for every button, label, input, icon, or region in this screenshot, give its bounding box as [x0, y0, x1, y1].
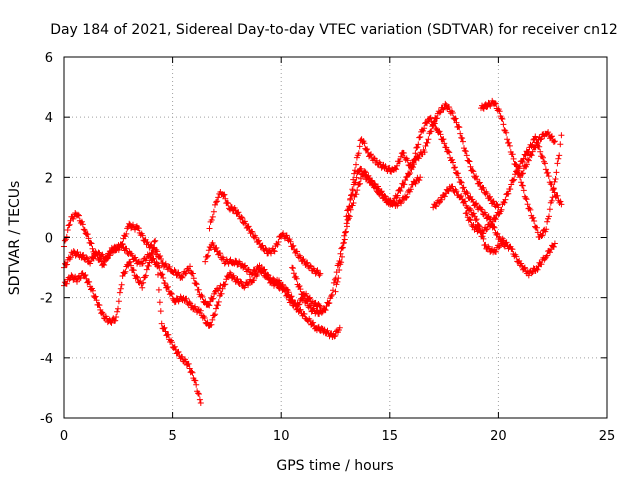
series-track-d [202, 240, 343, 340]
series-markers [202, 240, 343, 340]
series-track-g [332, 114, 508, 295]
series-track-e [206, 189, 324, 279]
series-markers [61, 237, 204, 406]
y-tick-label: 6 [45, 51, 53, 66]
series-markers [332, 114, 508, 295]
series-markers [462, 133, 565, 237]
points-layer [61, 97, 565, 406]
series-track-b [61, 237, 204, 406]
series-track-c [61, 241, 324, 329]
series-markers [517, 129, 558, 181]
chart-title: Day 184 of 2021, Sidereal Day-to-day VTE… [50, 22, 618, 38]
series-markers [430, 183, 558, 279]
ticks-layer: 0 5 10 15 20 25 -6 -4 -2 0 2 4 6 [40, 51, 615, 444]
series-track-h [343, 100, 502, 220]
y-tick-label: -4 [40, 352, 53, 367]
y-tick-label: -6 [40, 412, 53, 427]
series-track-i [430, 183, 558, 279]
x-tick-label: 20 [490, 429, 507, 444]
grid-layer [64, 57, 607, 418]
series-track-l [517, 129, 558, 181]
y-tick-label: 0 [45, 232, 53, 247]
series-markers [478, 97, 565, 240]
x-tick-label: 10 [273, 429, 290, 444]
y-tick-label: 2 [45, 171, 53, 186]
series-markers [61, 241, 324, 329]
y-tick-label: 4 [45, 111, 53, 126]
series-markers [343, 100, 502, 220]
x-tick-label: 0 [60, 429, 68, 444]
x-axis-label: GPS time / hours [276, 458, 393, 474]
y-tick-label: -2 [40, 292, 53, 307]
series-track-k [462, 133, 565, 237]
y-axis-label: SDTVAR / TECUs [7, 181, 23, 296]
x-tick-label: 15 [382, 429, 399, 444]
x-tick-label: 5 [168, 429, 176, 444]
series-markers [206, 189, 324, 279]
series-track-j [478, 97, 565, 240]
x-tick-label: 25 [599, 429, 616, 444]
